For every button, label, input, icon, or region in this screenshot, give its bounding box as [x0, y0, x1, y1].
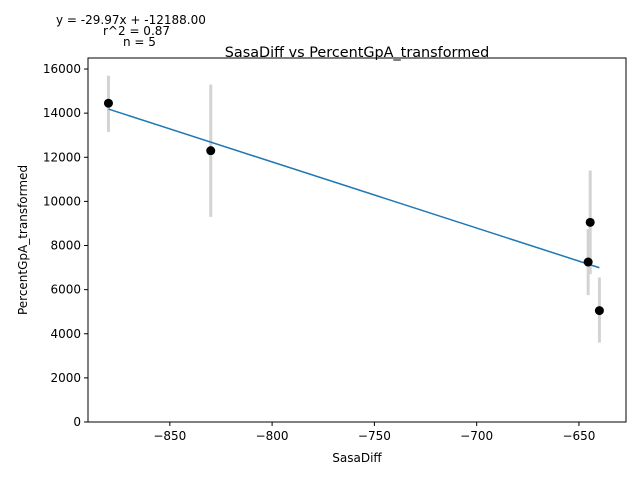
x-tick-label-0: −850 — [153, 429, 186, 443]
regression-line — [108, 108, 600, 269]
x-axis-label: SasaDiff — [332, 451, 382, 465]
y-axis-label: PercentGpA_transformed — [16, 165, 30, 315]
x-tick-label-2: −750 — [358, 429, 391, 443]
y-tick-label-8: 16000 — [43, 62, 81, 76]
y-tick-label-6: 12000 — [43, 150, 81, 164]
plot-frame — [87, 57, 627, 423]
y-tick-label-1: 2000 — [50, 371, 81, 385]
x-tick-label-3: −700 — [460, 429, 493, 443]
chart-title: SasaDiff vs PercentGpA_transformed — [225, 45, 489, 61]
data-point-4 — [594, 306, 604, 316]
y-tick-label-2: 4000 — [50, 327, 81, 341]
r-squared-annotation: r^2 = 0.87 — [103, 24, 171, 38]
y-tick-label-0: 0 — [73, 415, 81, 429]
data-point-3 — [585, 217, 595, 227]
x-tick-label-4: −650 — [562, 429, 595, 443]
y-tick-label-3: 6000 — [50, 283, 81, 297]
sample-size-annotation: n = 5 — [123, 35, 156, 49]
y-tick-label-4: 8000 — [50, 239, 81, 253]
data-point-1 — [206, 146, 216, 156]
x-tick-label-1: −800 — [256, 429, 289, 443]
data-point-0 — [103, 98, 113, 108]
fit-equation-annotation: y = -29.97x + -12188.00 — [56, 13, 206, 27]
y-tick-label-7: 14000 — [43, 106, 81, 120]
y-tick-label-5: 10000 — [43, 194, 81, 208]
data-point-2 — [583, 257, 593, 267]
